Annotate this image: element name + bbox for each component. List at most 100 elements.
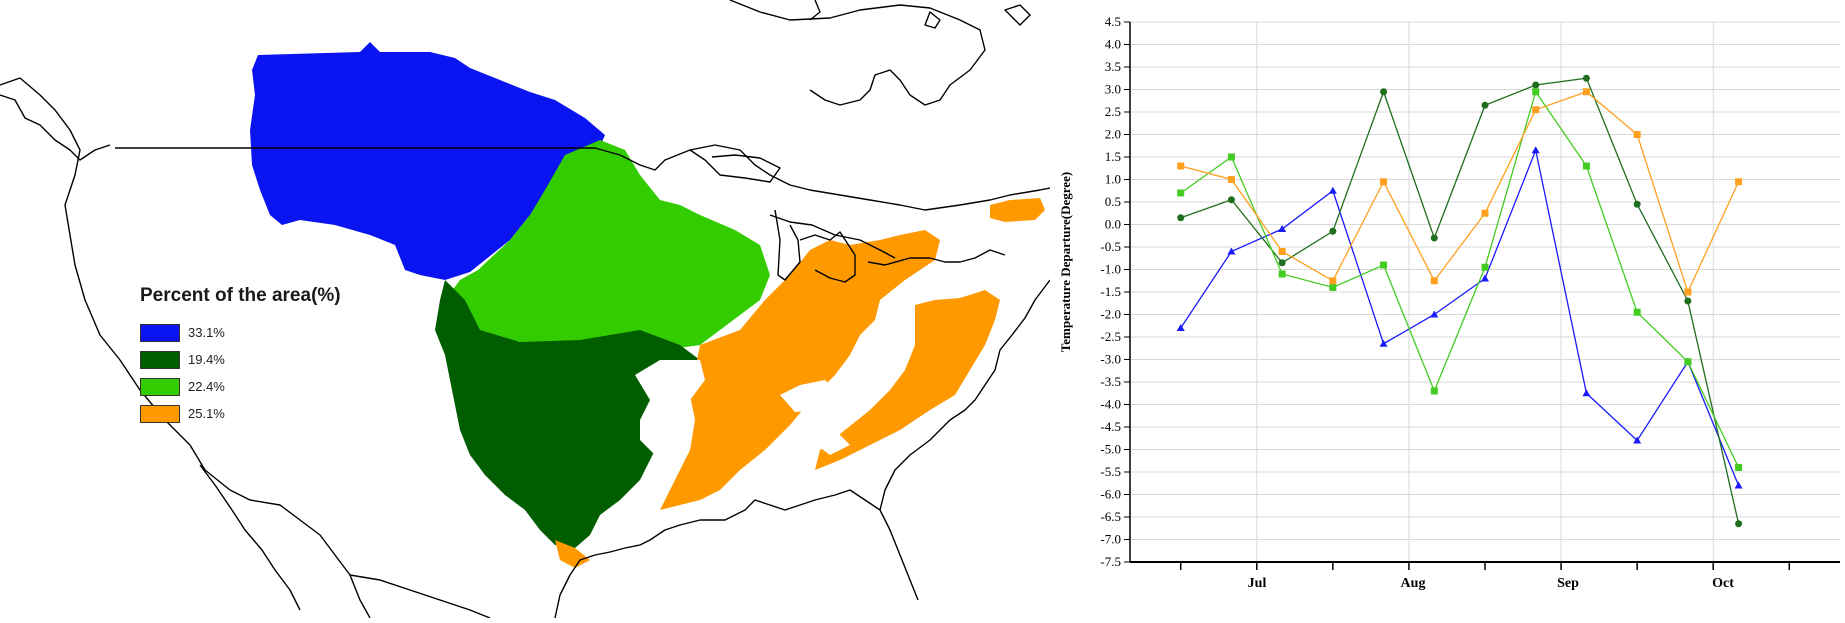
chart-panel: 4.5 4.0 3.5 3.0 2.5 2.0 1.5 1.0 0.5 0.0 -0.5 -1.0 -1…	[1050, 0, 1845, 618]
data-point	[1430, 387, 1438, 395]
y-tick-label: 0.0	[1105, 217, 1121, 232]
legend-title: Percent of the area(%)	[140, 285, 341, 306]
data-point	[1684, 358, 1692, 366]
y-tick-label: -5.0	[1100, 442, 1121, 457]
map-panel: Percent of the area(%) 33.1% 19.4% 22.4%…	[0, 0, 1051, 619]
month-label: Oct	[1712, 576, 1734, 591]
map-outlines	[0, 0, 1051, 619]
data-point	[1380, 178, 1388, 186]
legend-label-orange: 25.1%	[188, 406, 225, 421]
data-point	[1278, 259, 1286, 267]
y-tick-label: -4.0	[1100, 397, 1121, 412]
temperature-departure-chart: 4.5 4.0 3.5 3.0 2.5 2.0 1.5 1.0 0.5 0.0 -0.5 -1.0 -1…	[1058, 14, 1840, 591]
month-label: Jul	[1248, 576, 1267, 591]
y-tick-label: -1.5	[1100, 284, 1121, 299]
legend-swatch-light-green	[140, 377, 180, 396]
map-gaps	[635, 360, 850, 455]
legend-label-blue: 33.1%	[188, 325, 225, 340]
y-tick-label: -2.5	[1100, 329, 1121, 344]
data-point	[1430, 234, 1438, 242]
y-tick-label: 2.5	[1105, 104, 1121, 119]
y-tick-label: 4.5	[1105, 14, 1121, 29]
data-point	[1379, 339, 1388, 347]
data-point	[1328, 186, 1337, 194]
data-point	[1532, 106, 1540, 114]
series-line	[1180, 90, 1740, 468]
data-point	[1227, 153, 1235, 161]
data-point	[1735, 464, 1743, 471]
data-point	[1329, 284, 1337, 291]
data-point	[1532, 88, 1540, 96]
y-axis-label: Temperature Departure(Degree)	[1058, 172, 1073, 352]
y-tick-label: -3.5	[1100, 374, 1121, 389]
data-point	[1582, 389, 1591, 397]
month-label: Sep	[1557, 576, 1579, 591]
data-point	[1176, 324, 1185, 331]
data-point	[1481, 209, 1489, 217]
data-point	[1278, 270, 1286, 278]
y-tick-label: -2.0	[1100, 307, 1121, 322]
series-line	[1180, 147, 1740, 486]
data-point	[1227, 176, 1235, 183]
y-tick-label: 1.0	[1105, 172, 1121, 187]
y-tick-label: -6.0	[1100, 487, 1121, 502]
legend-item-light-green: 22.4%	[140, 373, 341, 400]
data-point	[1481, 101, 1489, 109]
data-point	[1278, 248, 1286, 255]
legend-swatch-orange	[140, 404, 180, 423]
series-line	[1180, 77, 1740, 524]
y-tick-label: -5.5	[1100, 464, 1121, 479]
month-label: Aug	[1401, 576, 1426, 591]
data-point	[1633, 200, 1641, 208]
legend-swatch-blue	[140, 323, 180, 342]
map-legend: Percent of the area(%) 33.1% 19.4% 22.4%…	[140, 285, 341, 427]
series-layer	[1176, 74, 1743, 528]
legend-item-dark-green: 19.4%	[140, 346, 341, 373]
data-point	[1278, 225, 1287, 232]
y-tick-label: 2.0	[1105, 127, 1121, 142]
data-point	[1735, 178, 1743, 186]
data-point	[1430, 277, 1438, 285]
data-point	[1481, 274, 1489, 282]
y-tick-label: 0.5	[1105, 194, 1121, 209]
north-america-map	[0, 0, 1051, 619]
y-tick-label: -7.5	[1100, 554, 1121, 569]
data-point	[1177, 162, 1185, 170]
y-tick-label: -3.0	[1100, 352, 1121, 367]
region-blue	[250, 42, 605, 280]
data-point	[1582, 74, 1590, 82]
y-tick-label: -7.0	[1100, 532, 1121, 547]
axis-layer: 4.5 4.0 3.5 3.0 2.5 2.0 1.5 1.0 0.5 0.0 -0.5 -1.0 -1…	[1100, 14, 1840, 591]
legend-label-light-green: 22.4%	[188, 379, 225, 394]
data-point	[1734, 481, 1743, 489]
legend-swatch-dark-green	[140, 350, 180, 369]
region-light-green	[445, 140, 770, 350]
y-tick-label: -4.5	[1100, 419, 1121, 434]
data-point	[1531, 146, 1540, 154]
y-tick-label: -6.5	[1100, 509, 1121, 524]
legend-item-orange: 25.1%	[140, 400, 341, 427]
y-tick-label: 4.0	[1105, 37, 1121, 52]
data-point	[1684, 297, 1692, 305]
data-point	[1177, 189, 1185, 197]
data-point	[1430, 310, 1439, 318]
data-point	[1329, 277, 1337, 285]
data-point	[1329, 227, 1337, 235]
data-point	[1582, 88, 1590, 96]
data-point	[1380, 88, 1388, 96]
data-point	[1227, 196, 1235, 204]
y-tick-label: -0.5	[1100, 239, 1121, 254]
data-point	[1633, 131, 1641, 138]
data-point	[1633, 308, 1641, 316]
data-point	[1481, 263, 1489, 271]
legend-item-blue: 33.1%	[140, 319, 341, 346]
region-orange	[555, 198, 1045, 568]
data-point	[1684, 288, 1692, 296]
y-tick-label: 1.5	[1105, 149, 1121, 164]
y-tick-label: 3.0	[1105, 82, 1121, 97]
data-point	[1532, 81, 1540, 89]
data-point	[1177, 214, 1185, 222]
data-point	[1582, 162, 1590, 170]
data-point	[1380, 261, 1388, 269]
legend-label-dark-green: 19.4%	[188, 352, 225, 367]
